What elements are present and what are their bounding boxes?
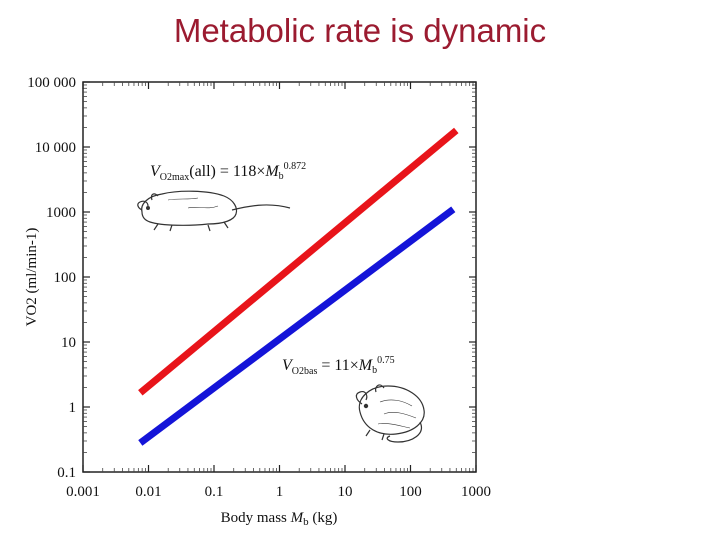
y-tick-label: 1 — [69, 400, 77, 416]
bas-eq-exp: 0.75 — [377, 355, 395, 366]
x-axis-label-text: Body mass — [221, 510, 291, 526]
x-tick-label: 1000 — [461, 484, 491, 500]
bas-eq-sub: O2bas — [292, 366, 318, 377]
bas-eq-m: M — [358, 357, 374, 374]
y-tick-label: 10 000 — [35, 140, 76, 156]
x-label-unit: (kg) — [309, 510, 338, 526]
y-tick-label: 10 — [61, 335, 76, 351]
x-tick-label: 100 — [399, 484, 422, 500]
x-tick-label: 0.1 — [205, 484, 224, 500]
series-line-max — [138, 127, 459, 396]
max-eq-paren: (all) = 118× — [189, 163, 265, 180]
bas-eq-msub: b — [372, 365, 377, 376]
bas-eq-mid: = 11× — [317, 357, 358, 374]
mouse-icon — [355, 384, 425, 443]
max-eq-m: M — [264, 163, 280, 180]
series-line-basal — [138, 206, 456, 446]
x-tick-label: 0.001 — [66, 484, 100, 500]
max-eq-msub: b — [279, 171, 284, 182]
x-label-m: M — [290, 510, 305, 526]
y-tick-label: 1000 — [46, 205, 76, 221]
rat-icon — [137, 190, 291, 232]
series-group — [138, 127, 459, 446]
x-label-sub: b — [303, 516, 309, 528]
y-tick-label: 100 000 — [27, 75, 76, 91]
max-equation: VO2max(all) = 118×Mb0.872 — [150, 161, 306, 183]
bas-equation: VO2bas = 11×Mb0.75 — [282, 355, 395, 377]
slide-title: Metabolic rate is dynamic — [173, 12, 547, 49]
x-tick-label: 1 — [276, 484, 284, 500]
x-ticks: 0.001 0.01 0.1 1 10 100 1000 — [66, 82, 491, 500]
y-tick-label: 0.1 — [57, 465, 76, 481]
y-minor-ticks — [83, 84, 476, 453]
max-eq-v: V — [150, 163, 162, 180]
bas-eq-v: V — [282, 357, 294, 374]
x-axis-label: Body mass Mb (kg) — [221, 510, 338, 528]
x-minor-ticks — [102, 82, 474, 472]
y-axis-label: VO2 (ml/min-1) — [24, 228, 40, 327]
max-eq-exp: 0.872 — [284, 161, 307, 172]
y-tick-label: 100 — [54, 270, 77, 286]
y-axis-label-text: VO2 (ml/min-1) — [24, 228, 40, 327]
x-tick-label: 0.01 — [135, 484, 161, 500]
x-tick-label: 10 — [338, 484, 353, 500]
max-eq-sub: O2max — [160, 172, 189, 183]
y-ticks: 0.1 1 10 100 1000 10 000 100 000 — [27, 75, 476, 481]
